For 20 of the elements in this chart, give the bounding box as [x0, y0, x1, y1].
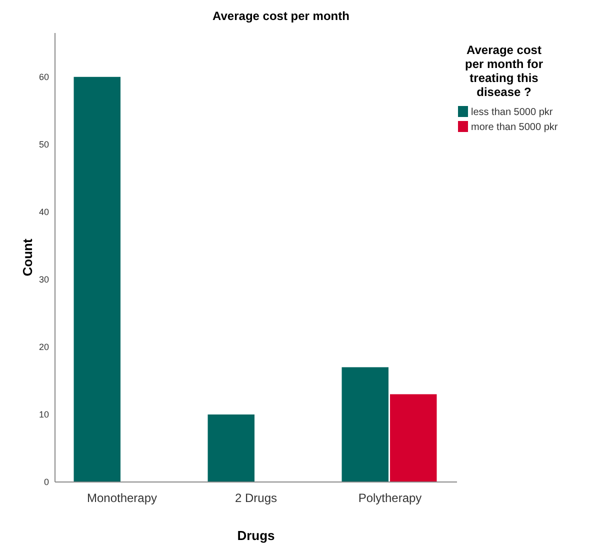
x-tick-label: 2 Drugs [234, 491, 278, 505]
y-tick-label: 50 [38, 139, 49, 150]
y-tick-label: 30 [38, 274, 49, 284]
y-tick-label: 10 [38, 409, 49, 420]
legend-label: less than 5000 pkr [471, 107, 554, 118]
y-tick-label: 0 [44, 477, 49, 487]
y-tick-label: 60 [38, 72, 49, 82]
x-axis-title: Drugs [237, 528, 275, 543]
legend-label: more than 5000 pkr [471, 122, 558, 133]
bar [74, 76, 120, 482]
y-tick-label: 40 [38, 206, 49, 217]
x-tick-label: Monotherapy [86, 491, 158, 505]
x-tick-label: Polytherapy [358, 491, 422, 505]
y-tick-label: 20 [38, 342, 49, 352]
legend-title: Average cost per month for treating this disease ? [465, 43, 544, 99]
chart-title: Average cost per month [212, 9, 350, 23]
bar [208, 414, 254, 482]
y-axis-title: Count [20, 238, 35, 276]
bar [390, 394, 437, 482]
bar [342, 367, 388, 482]
